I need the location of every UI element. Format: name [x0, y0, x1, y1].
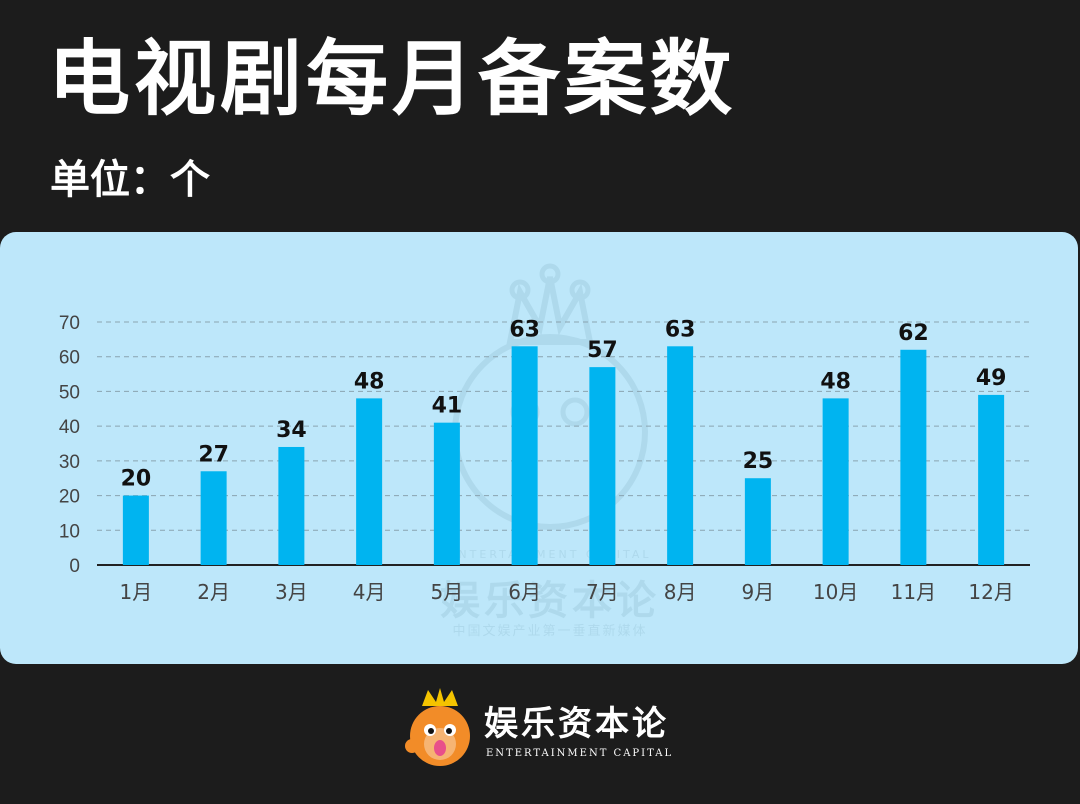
x-tick-label: 3月 [275, 580, 308, 604]
unit-label: 单位：个 [50, 157, 210, 203]
x-tick-label: 7月 [586, 580, 619, 604]
y-tick-label: 0 [69, 556, 80, 577]
footer-brand: 娱乐资本论 [484, 704, 669, 744]
y-tick-label: 10 [59, 521, 80, 542]
data-label: 34 [276, 418, 307, 443]
bar-2 [200, 471, 227, 565]
x-tick-label: 5月 [431, 580, 464, 604]
chart-panel: ENTERTAINMENT CAPITAL 娱乐资本论 中国文娱产业第一垂直新媒… [0, 232, 1078, 664]
y-tick-label: 70 [59, 313, 80, 334]
data-label: 63 [665, 317, 696, 342]
bar-7 [589, 367, 616, 565]
data-label: 20 [121, 467, 152, 492]
data-label: 25 [743, 449, 774, 474]
bar-chart: 0 10 20 30 40 50 60 70 20 1月 27 2月 34 3月 48 4月 41 5月 63 6月 5… [59, 313, 1030, 604]
watermark-brand: 娱乐资本论 [440, 577, 660, 624]
data-label: 62 [898, 321, 929, 346]
data-label: 57 [587, 338, 618, 363]
data-label: 27 [198, 442, 229, 467]
footer-logo: 娱乐资本论 ENTERTAINMENT CAPITAL [400, 686, 690, 770]
x-tick-label: 9月 [742, 580, 775, 604]
y-tick-label: 50 [59, 382, 80, 403]
page-title: 电视剧每月备案数 [48, 32, 737, 127]
y-tick-label: 30 [59, 452, 80, 473]
bar-8 [667, 346, 694, 565]
bar-11 [900, 349, 927, 565]
y-tick-label: 40 [59, 417, 80, 438]
bar-3 [278, 446, 305, 565]
bar-10 [822, 398, 849, 565]
bar-12 [978, 394, 1005, 565]
bar-1 [122, 495, 149, 565]
footer-tagline: ENTERTAINMENT CAPITAL [486, 748, 674, 759]
x-tick-label: 10月 [813, 580, 858, 604]
bar-5 [433, 422, 460, 565]
x-tick-label: 8月 [664, 580, 697, 604]
x-tick-label: 1月 [120, 580, 153, 604]
y-tick-label: 60 [59, 348, 80, 369]
y-tick-label: 20 [59, 487, 80, 508]
x-tick-label: 4月 [353, 580, 386, 604]
data-label: 49 [976, 366, 1007, 391]
x-tick-label: 11月 [891, 580, 936, 604]
data-label: 63 [509, 317, 540, 342]
x-tick-label: 12月 [968, 580, 1013, 604]
bar-4 [356, 398, 383, 565]
x-tick-label: 2月 [197, 580, 230, 604]
watermark-tagline: 中国文娱产业第一垂直新媒体 [452, 624, 648, 639]
bar-6 [511, 346, 538, 565]
mascot-icon [405, 688, 470, 766]
bar-9 [744, 478, 771, 565]
x-tick-label: 6月 [508, 580, 541, 604]
data-label: 48 [354, 369, 385, 394]
data-label: 41 [432, 394, 463, 419]
data-label: 48 [820, 369, 851, 394]
watermark: ENTERTAINMENT CAPITAL 娱乐资本论 中国文娱产业第一垂直新媒… [400, 252, 700, 652]
